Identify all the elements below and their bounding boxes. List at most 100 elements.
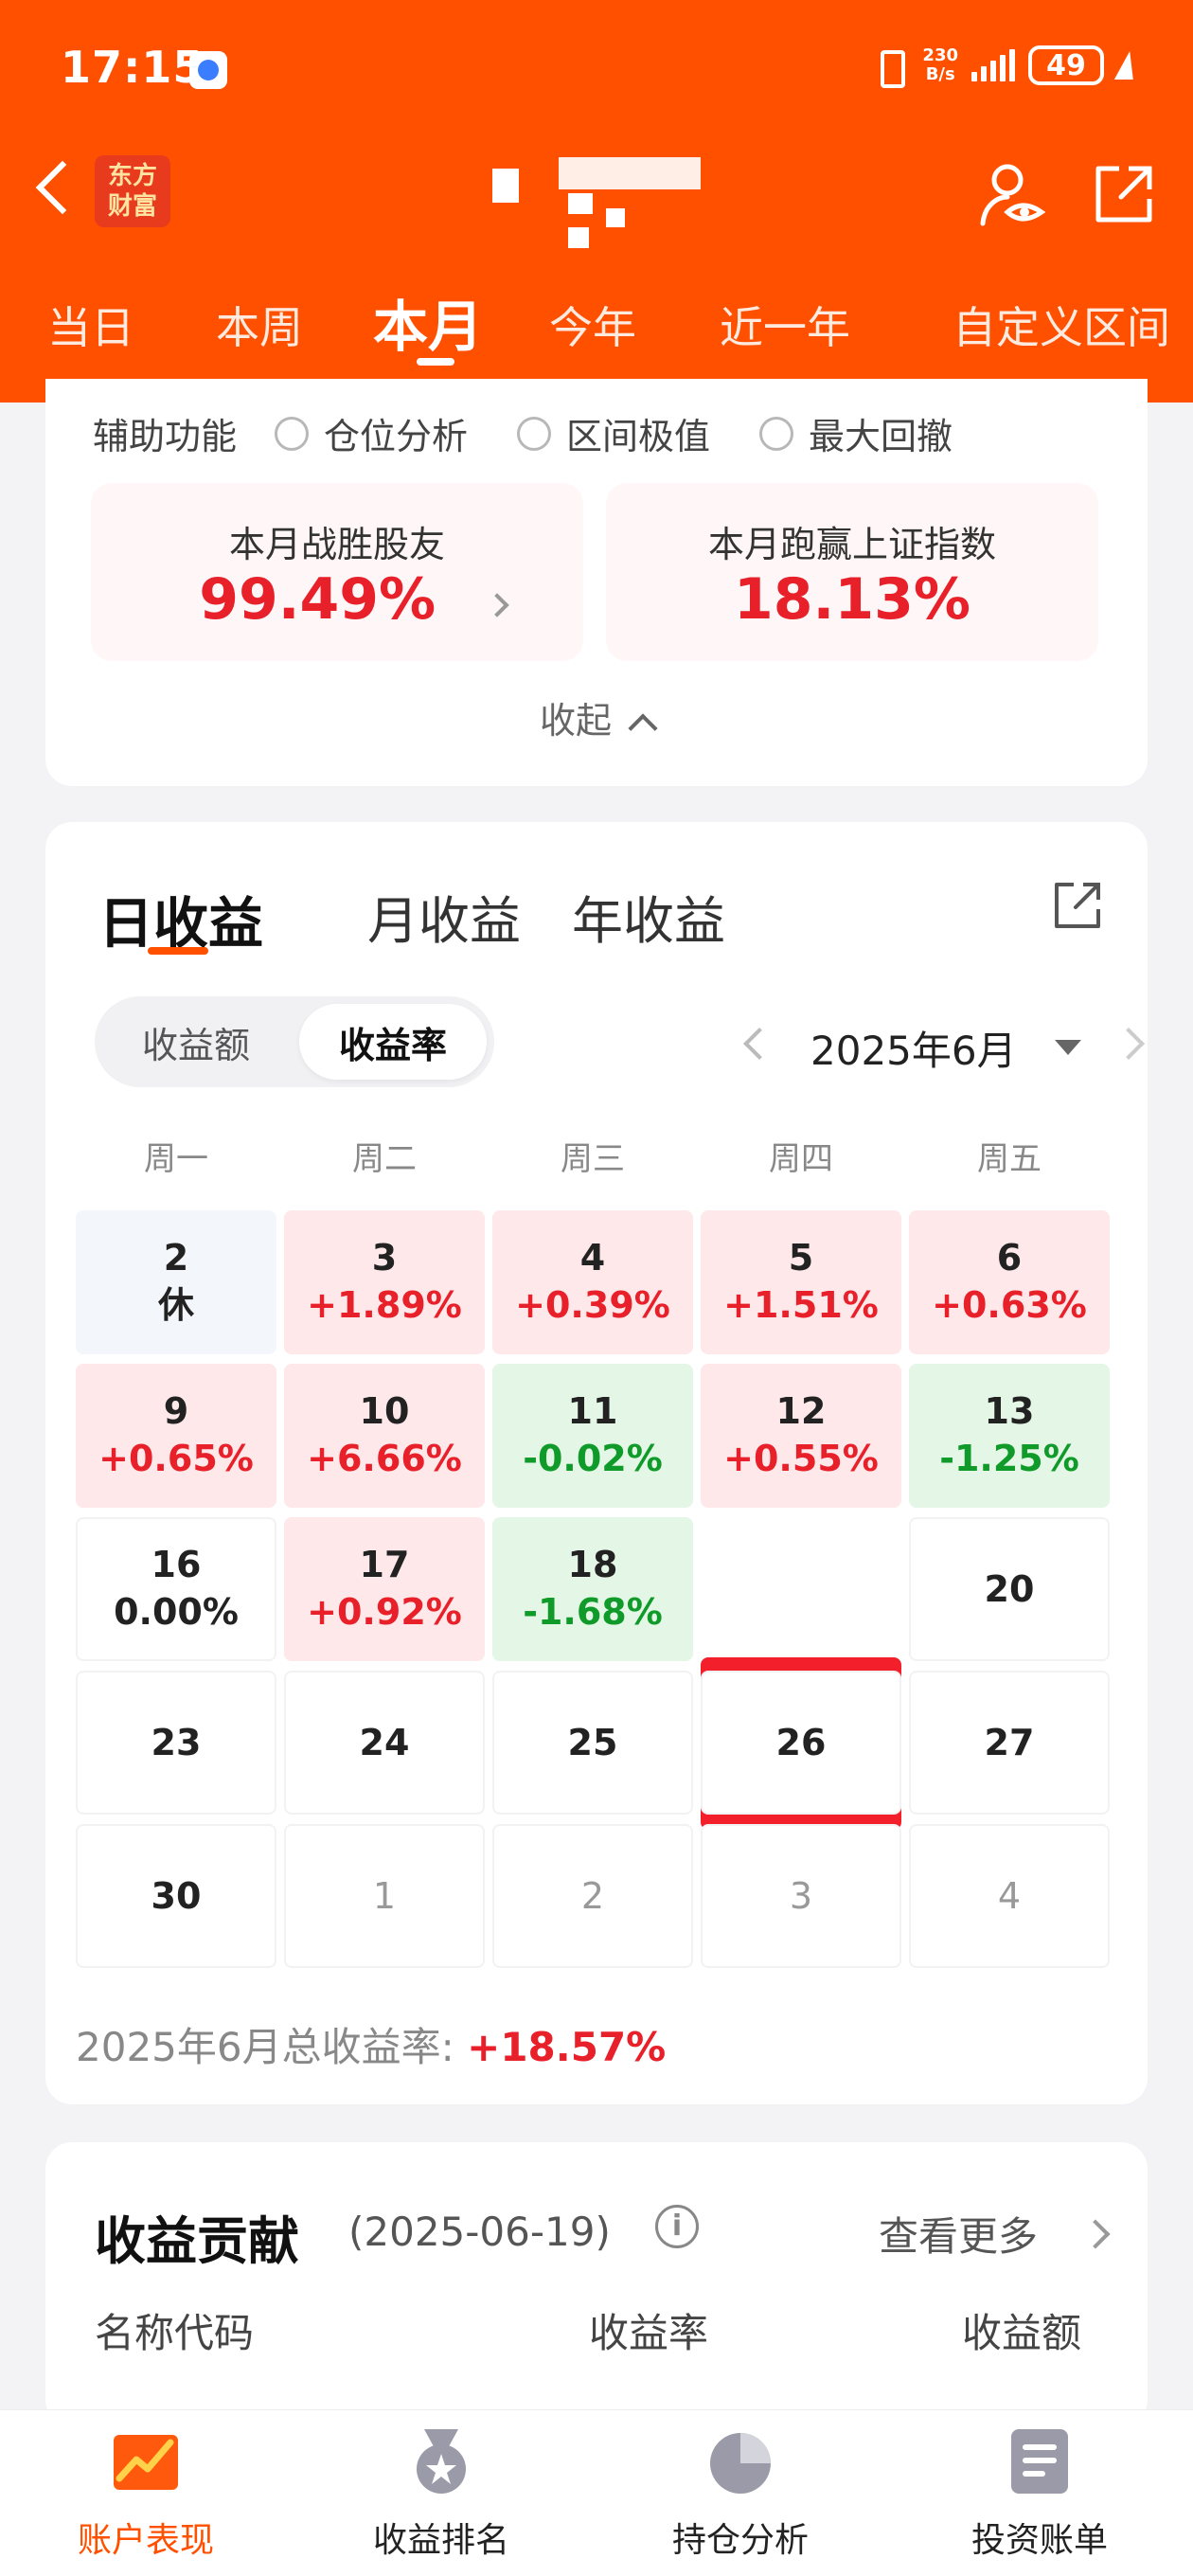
calendar-day-cell[interactable]: 25	[492, 1671, 693, 1815]
calendar-day-cell: 2	[492, 1824, 693, 1968]
collapse-label: 收起	[539, 700, 612, 742]
beat-peers-label: 本月战胜股友	[228, 524, 445, 565]
aux-functions-label: 辅助功能	[93, 416, 238, 457]
aux-functions: 辅助功能 仓位分析 区间极值 最大回撤	[93, 407, 1002, 459]
calendar-day-return: +1.89%	[307, 1284, 462, 1326]
chevron-right-icon[interactable]	[1113, 1028, 1145, 1060]
tab-last-year[interactable]: 近一年	[720, 302, 850, 353]
calendar-day-return: 休	[157, 1284, 194, 1326]
bottom-nav-holdings-analysis[interactable]: 持仓分析	[627, 2425, 854, 2562]
vibrate-icon	[871, 46, 909, 88]
calendar-day-number: 25	[567, 1722, 618, 1763]
calendar-day-number: 24	[359, 1722, 410, 1763]
view-more-link[interactable]: 查看更多	[879, 2213, 1039, 2260]
bottom-nav-account-performance[interactable]: 账户表现	[32, 2425, 259, 2562]
beat-peers-stat[interactable]: 本月战胜股友 99.49%	[91, 483, 583, 661]
collapse-button[interactable]: 收起	[45, 691, 1148, 743]
aux-option-max-drawdown[interactable]: 最大回撤	[759, 407, 953, 459]
radio-icon[interactable]	[759, 416, 794, 451]
beat-index-label: 本月跑赢上证指数	[707, 524, 996, 565]
battery-icon: 49	[1028, 45, 1104, 85]
bottom-nav-return-ranking[interactable]: 收益排名	[328, 2425, 555, 2562]
calendar-day-return: -1.25%	[939, 1438, 1079, 1479]
calendar-day-cell[interactable]: 9 +0.65%	[76, 1364, 276, 1508]
calendar-day-cell[interactable]: 17 +0.92%	[284, 1517, 485, 1661]
tab-custom-range[interactable]: 自定义区间	[953, 302, 1170, 353]
notification-app-icon	[189, 51, 227, 89]
aux-option-position-analysis[interactable]: 仓位分析	[275, 407, 468, 459]
aux-option-label: 最大回撤	[809, 416, 953, 457]
share-icon[interactable]	[1091, 161, 1157, 227]
calendar-day-cell[interactable]: 30	[76, 1824, 276, 1968]
calendar-day-cell[interactable]: 12 +0.55%	[701, 1364, 901, 1508]
calendar-day-cell[interactable]: 4 +0.39%	[492, 1210, 693, 1354]
calendar-day-number: 13	[984, 1390, 1035, 1432]
calendar-day-number: 4	[579, 1237, 606, 1279]
bottom-nav-investment-bill[interactable]: 投资账单	[926, 2425, 1153, 2562]
month-navigator: 2025年6月	[689, 1008, 1145, 1083]
calendar-day-cell: 4	[909, 1824, 1110, 1968]
calendar-grid: 2 休 3 +1.89% 4 +0.39% 5 +1.51% 6 +0.63% 9 +0.65% 10 +…	[76, 1210, 1117, 1968]
bottom-nav-label: 持仓分析	[671, 2521, 809, 2560]
calendar-day-cell[interactable]: 26	[701, 1671, 901, 1815]
network-speed-unit: B/s	[925, 64, 955, 84]
tab-this-week[interactable]: 本周	[216, 302, 303, 353]
calendar-day-cell[interactable]: 3 +1.89%	[284, 1210, 485, 1354]
weekday-label: 周三	[561, 1140, 625, 1178]
calendar-day-cell[interactable]: 20	[909, 1517, 1110, 1661]
network-speed-value: 230	[922, 45, 958, 65]
aux-option-range-extreme[interactable]: 区间极值	[517, 407, 710, 459]
calendar-day-cell[interactable]: 6 +0.63%	[909, 1210, 1110, 1354]
back-icon[interactable]	[35, 160, 90, 215]
chevron-left-icon[interactable]	[743, 1028, 775, 1060]
month-total-value: +18.57%	[467, 2024, 667, 2070]
month-label[interactable]: 2025年6月	[810, 1028, 1017, 1074]
calendar-day-cell[interactable]: 27	[909, 1671, 1110, 1815]
calendar-day-cell[interactable]: 18 -1.68%	[492, 1517, 693, 1661]
calendar-day-cell[interactable]: 11 -0.02%	[492, 1364, 693, 1508]
period-tabs: 当日 本周 本月 今年 近一年 自定义区间	[0, 275, 1193, 369]
weekday-header: 周一 周二 周三 周四 周五	[76, 1133, 1117, 1180]
segment-amount[interactable]: 收益额	[141, 1024, 250, 1066]
chevron-right-icon[interactable]	[1080, 2219, 1111, 2249]
calendar-day-cell[interactable]: 10 +6.66%	[284, 1364, 485, 1508]
tab-yearly-return[interactable]: 年收益	[572, 891, 725, 951]
tab-today[interactable]: 当日	[47, 302, 134, 353]
watch-user-icon[interactable]	[975, 157, 1051, 233]
tab-this-year[interactable]: 今年	[549, 302, 636, 353]
document-icon	[1011, 2429, 1068, 2494]
tab-this-month[interactable]: 本月	[373, 295, 484, 359]
calendar-day-return: +6.66%	[307, 1438, 462, 1479]
calendar-day-cell[interactable]: 16 0.00%	[76, 1517, 276, 1661]
calendar-day-cell[interactable]: 23	[76, 1671, 276, 1815]
network-speed: 230 B/s	[922, 46, 958, 84]
calendar-day-return: 0.00%	[114, 1591, 239, 1633]
contribution-card: 收益贡献 (2025-06-19) i 查看更多 名称代码 收益率 收益额	[45, 2142, 1148, 2426]
brand-logo-line1: 东方	[107, 162, 157, 190]
daily-return-card: 日收益 月收益 年收益 收益额 收益率 2025年6月 周一 周二 周三 周四 …	[45, 822, 1148, 2104]
month-total-label: 2025年6月总收益率:	[76, 2024, 454, 2070]
calendar-day-cell: 3	[701, 1824, 901, 1968]
weekday-label: 周一	[144, 1140, 208, 1178]
share-icon[interactable]	[1049, 877, 1106, 934]
calendar-day-cell[interactable]: 13 -1.25%	[909, 1364, 1110, 1508]
calendar-day-cell[interactable]: 24	[284, 1671, 485, 1815]
calendar-day-number: 11	[567, 1390, 618, 1432]
calendar-day-return: +0.65%	[98, 1438, 254, 1479]
calendar-day-cell[interactable]: 5 +1.51%	[701, 1210, 901, 1354]
column-header-amount: 收益额	[962, 2310, 1082, 2356]
status-bar: 17:15 230 B/s 49	[0, 0, 1193, 133]
bottom-nav-label: 收益排名	[372, 2521, 509, 2560]
calendar-day-number: 2	[163, 1237, 189, 1279]
segment-rate[interactable]: 收益率	[299, 1004, 487, 1080]
radio-icon[interactable]	[275, 416, 310, 451]
radio-icon[interactable]	[517, 416, 552, 451]
contribution-title: 收益贡献	[95, 2211, 299, 2271]
beat-index-stat: 本月跑赢上证指数 18.13%	[606, 483, 1098, 661]
info-icon[interactable]: i	[655, 2205, 699, 2248]
caret-down-icon[interactable]	[1055, 1040, 1081, 1055]
tab-monthly-return[interactable]: 月收益	[367, 891, 521, 951]
tab-daily-return[interactable]: 日收益	[98, 891, 264, 956]
status-time: 17:15	[61, 42, 205, 93]
